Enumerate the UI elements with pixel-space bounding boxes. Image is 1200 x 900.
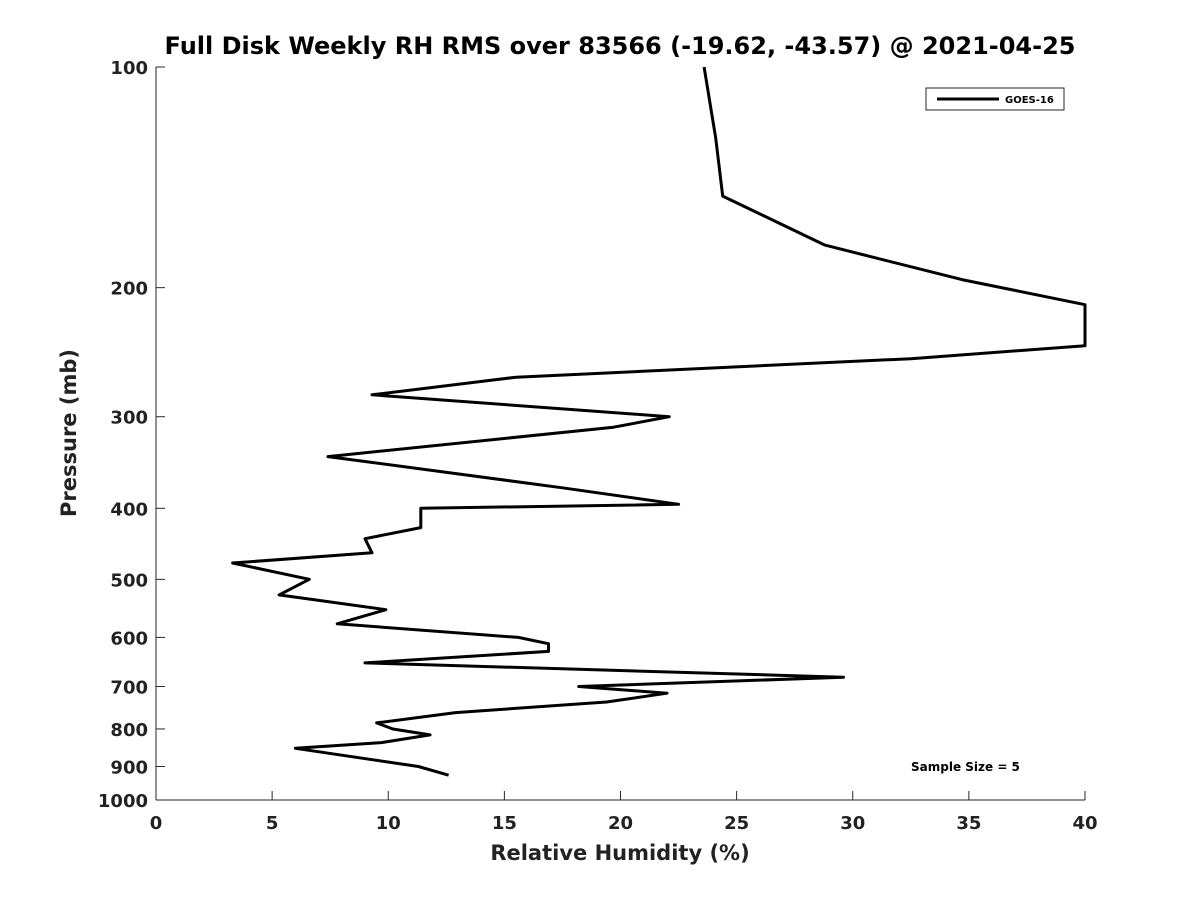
y-tick-label: 800 xyxy=(110,720,148,741)
x-axis-ticks: 0 5 10 15 20 25 30 35 40 xyxy=(150,791,1098,834)
y-tick-label: 100 xyxy=(110,58,148,79)
y-tick-label: 700 xyxy=(110,677,148,698)
legend: GOES-16 xyxy=(925,87,1065,111)
legend-label: GOES-16 xyxy=(1005,95,1054,106)
x-tick-label: 35 xyxy=(956,813,981,834)
y-tick-label: 400 xyxy=(110,499,148,520)
x-tick-label: 15 xyxy=(492,813,517,834)
x-tick-label: 25 xyxy=(724,813,749,834)
chart-title: Full Disk Weekly RH RMS over 83566 (-19.… xyxy=(165,32,1076,60)
x-tick-label: 5 xyxy=(266,813,279,834)
x-tick-label: 30 xyxy=(840,813,865,834)
series-line-goes-16 xyxy=(231,66,1087,777)
y-axis-ticks: 100 200 300 400 500 600 700 800 900 1000 xyxy=(98,58,165,812)
x-tick-label: 0 xyxy=(150,813,163,834)
sample-size-annotation: Sample Size = 5 xyxy=(911,760,1020,774)
y-tick-label: 1000 xyxy=(98,791,148,812)
y-tick-label: 200 xyxy=(110,279,148,300)
x-axis-label: Relative Humidity (%) xyxy=(490,841,749,865)
y-tick-label: 300 xyxy=(110,408,148,429)
y-axis-label: Pressure (mb) xyxy=(57,349,81,517)
y-tick-label: 900 xyxy=(110,757,148,778)
x-tick-label: 10 xyxy=(376,813,401,834)
y-tick-label: 500 xyxy=(110,570,148,591)
y-tick-label: 600 xyxy=(110,628,148,649)
x-tick-label: 40 xyxy=(1072,813,1097,834)
x-tick-label: 20 xyxy=(608,813,633,834)
plot-area xyxy=(156,67,1085,800)
